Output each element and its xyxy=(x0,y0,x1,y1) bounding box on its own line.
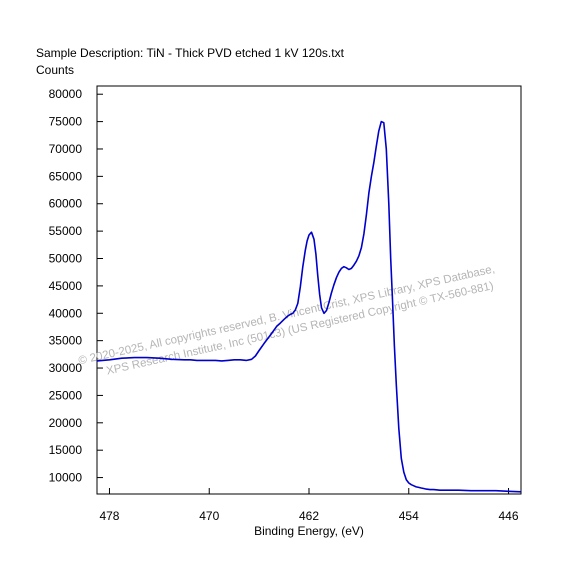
y-tick-label: 75000 xyxy=(49,115,83,129)
y-tick-label: 15000 xyxy=(49,443,83,457)
y-tick-label: 80000 xyxy=(49,87,83,101)
y-tick-label: 25000 xyxy=(49,388,83,402)
series-line xyxy=(96,120,522,493)
chart-title: Sample Description: TiN - Thick PVD etch… xyxy=(36,46,344,60)
y-tick-label: 10000 xyxy=(49,471,83,485)
x-tick-label: 470 xyxy=(199,509,219,523)
watermark: © 2020-2025, All copyrights reserved, B.… xyxy=(77,263,496,378)
x-tick-label: 446 xyxy=(499,509,519,523)
y-tick-label: 55000 xyxy=(49,224,83,238)
y-tick-label: 20000 xyxy=(49,416,83,430)
x-tick-label: 462 xyxy=(299,509,319,523)
y-tick-label: 30000 xyxy=(49,361,83,375)
x-tick-label: 454 xyxy=(399,509,419,523)
watermark-line-1: © 2020-2025, All copyrights reserved, B.… xyxy=(77,263,496,367)
y-tick-label: 35000 xyxy=(49,334,83,348)
y-tick-label: 65000 xyxy=(49,169,83,183)
y-tick-label: 45000 xyxy=(49,279,83,293)
y-axis-label: Counts xyxy=(36,63,75,77)
watermark-line-2: XPS Research Institute, Inc (501c3) (US … xyxy=(105,280,495,378)
y-tick-label: 40000 xyxy=(49,306,83,320)
y-tick-label: 70000 xyxy=(49,142,83,156)
y-tick-label: 50000 xyxy=(49,252,83,266)
x-axis-label: Binding Energy, (eV) xyxy=(254,524,364,538)
axis-ticks: 478 470 462 454 446 10000 15000 20000 25000 30000… xyxy=(49,87,519,523)
x-tick-label: 478 xyxy=(99,509,119,523)
y-tick-label: 60000 xyxy=(49,197,83,211)
